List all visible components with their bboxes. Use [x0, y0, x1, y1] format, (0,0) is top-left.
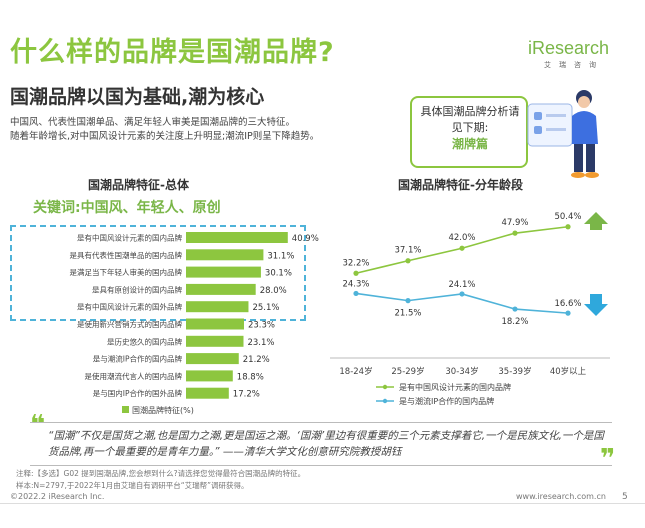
bar-value-label: 28.0% [260, 286, 287, 296]
bar [186, 266, 261, 278]
bar-value-label: 25.1% [252, 303, 279, 313]
bar-value-label: 40.9% [292, 234, 319, 244]
bar [186, 318, 244, 330]
right-chart-title: 国潮品牌特征-分年龄段 [398, 178, 523, 192]
data-label: 42.0% [448, 233, 475, 243]
data-label: 24.3% [342, 279, 369, 289]
keywords-label: 关键词:中国风、年轻人、原创 [33, 200, 221, 216]
bar-chart: 是有中国风设计元素的国内品牌 40.9% 是具有代表性国潮单品的国内品牌 31.1% 是… [70, 232, 319, 415]
x-tick-label: 35-39岁 [498, 366, 531, 377]
legend-marker [382, 384, 388, 390]
bar [186, 370, 233, 382]
bar [186, 335, 244, 347]
bar-value-label: 18.8% [237, 372, 264, 382]
data-point [405, 258, 411, 264]
data-point [353, 290, 359, 297]
data-label: 24.1% [448, 280, 475, 290]
footer-divider [0, 503, 645, 504]
bar [186, 301, 249, 313]
data-label: 21.5% [394, 309, 421, 319]
bar [186, 353, 239, 365]
description-line-2: 随着年龄增长,对中国风设计元素的关注度上升明显;潮流IP则呈下降趋势。 [10, 131, 320, 142]
down-arrow-shaft [590, 294, 602, 304]
data-label: 16.6% [554, 299, 581, 309]
data-point [565, 310, 571, 316]
description-line-1: 中国风、代表性国潮单品、满足年轻人审美是国潮品牌的三大特征。 [10, 117, 296, 128]
bar [186, 232, 288, 243]
data-label: 32.2% [342, 258, 369, 268]
data-point [565, 224, 571, 230]
data-point [512, 230, 518, 236]
left-chart-title: 国潮品牌特征-总体 [88, 178, 189, 192]
down-arrow-icon [584, 304, 608, 316]
data-label: 18.2% [501, 317, 528, 327]
bar-category-label: 是具有代表性国潮单品的国内品牌 [70, 250, 183, 260]
bar-category-label: 是使用潮流代言人的国内品牌 [85, 371, 183, 381]
data-label: 50.4% [554, 212, 581, 222]
callout-box: 具体国潮品牌分析请见下期: 潮牌篇 [410, 96, 528, 168]
data-label: 37.1% [394, 246, 421, 256]
bar-category-label: 是与潮流IP合作的国内品牌 [93, 354, 183, 364]
data-point [353, 270, 359, 276]
x-tick-label: 30-34岁 [445, 366, 478, 377]
footer-url: www.iresearch.com.cn [516, 492, 606, 501]
data-point [459, 245, 465, 251]
bar-category-label: 是使用新兴营销方式的国内品牌 [77, 319, 182, 329]
bar-category-label: 是有中国风设计元素的国内品牌 [77, 233, 182, 243]
bar [186, 283, 256, 295]
note-line-2: 样本:N=2797,于2022年1月由艾瑞自有调研平台“艾瑞帮”调研获得。 [16, 481, 249, 490]
logo-text: iResearch [528, 38, 610, 58]
legend-swatch [122, 406, 129, 413]
legend-label: 是与潮流IP合作的国内品牌 [399, 396, 494, 406]
bar-category-label: 是具有原创设计的国内品牌 [92, 284, 182, 294]
x-tick-label: 18-24岁 [339, 366, 372, 377]
person-illustration [527, 90, 599, 178]
x-tick-label: 40岁以上 [550, 366, 587, 377]
up-arrow-shaft [590, 220, 602, 230]
callout-emphasis: 潮牌篇 [451, 137, 488, 151]
legend-marker [382, 398, 388, 404]
bar-category-label: 是有中国风设计元素的国外品牌 [77, 302, 182, 312]
bar-category-label: 是满足当下年轻人审美的国内品牌 [70, 267, 183, 277]
page-title: 什么样的品牌是国潮品牌? [10, 37, 335, 68]
bar-value-label: 23.1% [247, 338, 274, 348]
page-number: 5 [622, 492, 628, 502]
highlight-dashed-box [10, 225, 306, 321]
callout-text: 具体国潮品牌分析请见下期: [420, 105, 520, 134]
bar-value-label: 23.3% [248, 321, 275, 331]
quote-mark-close-icon: ❞ [600, 444, 616, 474]
quote-box [30, 422, 612, 466]
data-point [512, 306, 518, 312]
data-label: 47.9% [501, 218, 528, 228]
page-subtitle: 国潮品牌以国为基础,潮为核心 [10, 86, 265, 108]
bar-value-label: 31.1% [267, 251, 294, 261]
bar-value-label: 21.2% [243, 355, 270, 365]
bar-value-label: 30.1% [265, 269, 292, 279]
bar-category-label: 是与国内IP合作的国外品牌 [93, 388, 183, 398]
data-point [459, 291, 465, 297]
note-line-1: 注释:【多选】G02 提到国潮品牌,您会想到什么?请选择您觉得最符合国潮品牌的特… [16, 469, 306, 478]
x-tick-label: 25-29岁 [391, 366, 424, 377]
bar-category-label: 是历史悠久的国内品牌 [107, 336, 182, 346]
footer-copyright: ©2022.2 iResearch Inc. [10, 492, 105, 501]
quote-text: “国潮”不仅是国货之潮,也是国力之潮,更是国运之潮。‘国潮’里边有很重要的三个元… [48, 430, 604, 458]
bar-value-label: 17.2% [233, 390, 260, 400]
iresearch-logo: iResearch 艾瑞咨询 [520, 30, 620, 70]
quote-mark-open-icon: ❝ [30, 410, 46, 440]
bar [186, 387, 229, 399]
data-point [405, 298, 411, 304]
legend-label: 国潮品牌特征(%) [132, 405, 194, 415]
legend-label: 是有中国风设计元素的国内品牌 [399, 382, 511, 392]
line-chart: 18-24岁 25-29岁 30-34岁 35-39岁 40岁以上 32.2% 37.1% 4… [330, 212, 610, 406]
logo-subtext: 艾瑞咨询 [544, 61, 604, 69]
bar [186, 249, 264, 261]
